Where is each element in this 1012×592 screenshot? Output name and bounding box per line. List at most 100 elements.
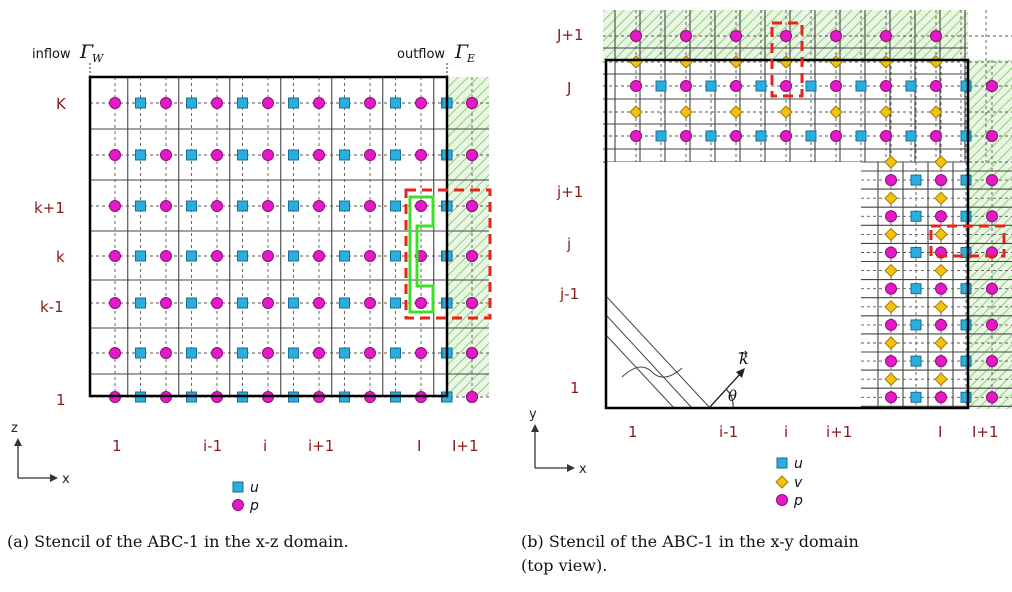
col-label-i: i: [263, 437, 267, 455]
inflow-symbol: Γ: [79, 41, 94, 63]
u-node: [655, 80, 667, 92]
p-node: [211, 250, 223, 262]
v-node: [629, 105, 643, 119]
u-node: [855, 130, 867, 142]
legend-b-u-label: u: [794, 456, 803, 472]
p-node: [885, 355, 897, 368]
u-node: [237, 97, 248, 109]
v-node: [934, 263, 948, 278]
p-node: [935, 355, 947, 368]
p-node: [780, 80, 792, 92]
v-node: [934, 372, 948, 386]
u-node: [960, 247, 972, 258]
col-label-i-plus-1-b: i+1: [826, 423, 852, 441]
p-node: [364, 149, 376, 161]
u-node: [237, 297, 248, 309]
col-label-I-plus-1: I+1: [452, 437, 479, 455]
u-node: [960, 319, 972, 331]
caption-a: (a) Stencil of the ABC-1 in the x-z doma…: [7, 532, 349, 551]
p-node: [986, 391, 998, 404]
p-node: [262, 200, 274, 212]
p-node: [313, 149, 325, 161]
u-node: [910, 355, 922, 367]
square-marker: [232, 481, 244, 493]
u-node: [390, 149, 401, 161]
p-node: [160, 347, 172, 359]
row-label-K: K: [56, 95, 67, 113]
v-node: [829, 105, 843, 119]
right-boundary-stencil-highlight: [929, 224, 1006, 258]
legend-a-p-label: p: [249, 498, 259, 514]
p-node: [986, 318, 998, 331]
vector-arrow-accent: →: [738, 346, 748, 360]
u-node: [288, 347, 299, 359]
abc-stencil-highlight: [404, 188, 492, 320]
legend-b-v-label: v: [794, 475, 803, 491]
u-node: [237, 347, 248, 359]
outflow-subscript: E: [466, 52, 475, 65]
p-node: [680, 130, 692, 142]
u-node: [905, 80, 917, 92]
p-node: [830, 130, 842, 142]
p-node: [780, 130, 792, 142]
p-node: [211, 297, 223, 309]
u-node: [960, 80, 972, 92]
u-node: [390, 97, 401, 109]
p-node: [885, 318, 897, 331]
u-node: [390, 200, 401, 212]
p-node: [364, 347, 376, 359]
axis-triad-b: y x: [529, 407, 587, 477]
p-node: [986, 210, 998, 223]
u-node: [288, 149, 299, 161]
p-node: [630, 80, 642, 92]
panel-b: k → θ J+1 J j+1 j j-1 1 1 i-1 i i+1 I I+…: [529, 10, 1012, 509]
axis-triad-a: z x: [11, 421, 70, 487]
v-node: [934, 155, 948, 169]
axis-label-y: y: [529, 407, 537, 422]
p-node: [780, 30, 792, 42]
col-label-i-b: i: [784, 423, 788, 441]
col-label-I-b: I: [938, 423, 942, 441]
p-node: [415, 149, 427, 161]
p-node: [109, 97, 121, 109]
u-node: [755, 130, 767, 142]
u-node: [855, 80, 867, 92]
p-node: [466, 347, 478, 359]
u-node: [655, 130, 667, 142]
u-node: [960, 130, 972, 142]
u-node: [390, 297, 401, 309]
col-label-1: 1: [112, 437, 122, 455]
v-node: [884, 300, 898, 314]
p-node: [415, 200, 427, 212]
u-node: [186, 200, 197, 212]
p-node: [466, 391, 478, 403]
top-boundary-stencil-highlight: [770, 21, 804, 98]
p-node: [680, 30, 692, 42]
p-node: [364, 97, 376, 109]
p-node: [935, 391, 947, 404]
p-node: [160, 200, 172, 212]
p-node: [880, 130, 892, 142]
p-node: [211, 97, 223, 109]
u-node: [910, 210, 922, 222]
p-node: [262, 250, 274, 262]
v-node: [879, 105, 893, 119]
p-node: [364, 250, 376, 262]
v-node: [929, 105, 943, 119]
p-node: [109, 200, 121, 212]
u-node: [960, 355, 972, 367]
caption-b-line1: (b) Stencil of the ABC-1 in the x-y doma…: [521, 532, 859, 551]
v-node: [934, 191, 948, 205]
caption-b-line2: (top view).: [521, 556, 608, 575]
u-node: [186, 149, 197, 161]
u-node: [237, 250, 248, 262]
u-node: [805, 130, 817, 142]
u-node: [186, 297, 197, 309]
p-node: [930, 30, 942, 42]
p-node: [935, 210, 947, 223]
p-node: [415, 297, 427, 309]
u-node: [390, 347, 401, 359]
v-node: [884, 336, 898, 350]
p-node: [211, 347, 223, 359]
legend-a: u p: [232, 480, 259, 514]
